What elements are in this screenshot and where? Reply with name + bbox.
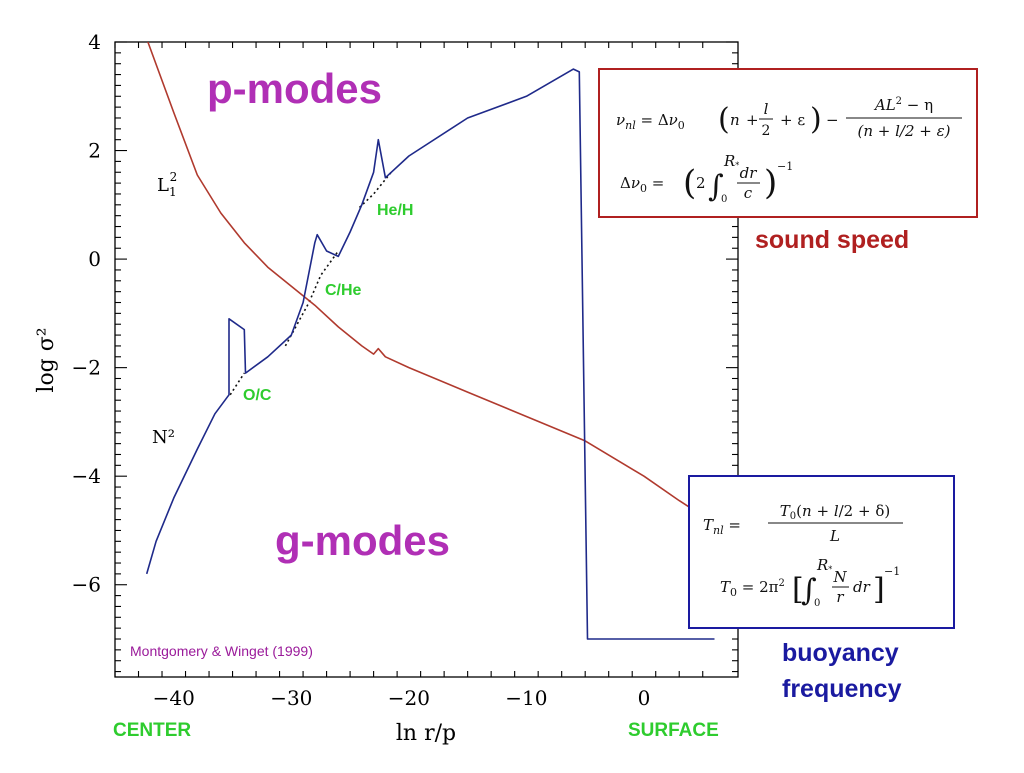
surface-label: SURFACE bbox=[628, 720, 719, 741]
l1-squared-label: L12 bbox=[157, 170, 177, 199]
svg-text:dr: dr bbox=[740, 164, 758, 182]
x-tick-label: −30 bbox=[270, 686, 312, 710]
p-mode-equation-box: νnl = Δν0 ( n + l 2 + ε ) − AL2 − η (n +… bbox=[598, 68, 978, 218]
svg-text:0: 0 bbox=[721, 194, 727, 205]
series-line-1 bbox=[145, 68, 715, 640]
interpolation-line-2 bbox=[358, 171, 392, 209]
svg-text:R*: R* bbox=[816, 556, 832, 574]
x-axis-label: ln r/p bbox=[396, 721, 456, 746]
he-h-label: He/H bbox=[377, 202, 413, 219]
series-line-0 bbox=[147, 42, 710, 521]
c-he-label: C/He bbox=[325, 282, 362, 299]
svg-text:T0 = 2π2: T0 = 2π2 bbox=[720, 578, 785, 599]
g-mode-equation-box: Tnl = T0(n + l/2 + δ) L T0 = 2π2 [ ∫ 0 R… bbox=[688, 475, 955, 629]
interpolation-line-0 bbox=[229, 372, 245, 396]
series-lines bbox=[145, 42, 715, 640]
svg-text:l: l bbox=[764, 100, 769, 118]
svg-text:2: 2 bbox=[762, 123, 771, 139]
svg-text:T0(n + l/2 + δ): T0(n + l/2 + δ) bbox=[780, 502, 890, 522]
buoyancy-label-line1: buoyancy bbox=[782, 639, 899, 667]
svg-text:c: c bbox=[744, 184, 753, 202]
credit-label: Montgomery & Winget (1999) bbox=[130, 643, 313, 659]
svg-text:L: L bbox=[829, 527, 840, 545]
center-label: CENTER bbox=[113, 720, 191, 741]
y-tick-label: 4 bbox=[88, 30, 101, 54]
x-tick-label: −20 bbox=[388, 686, 430, 710]
svg-text:): ) bbox=[764, 163, 777, 203]
y-tick-label: −2 bbox=[72, 356, 101, 380]
svg-text:∫: ∫ bbox=[801, 573, 817, 608]
sound-speed-label: sound speed bbox=[755, 226, 909, 254]
l1-sup: 2 bbox=[170, 170, 178, 184]
l1-sub: 1 bbox=[169, 185, 177, 199]
o-c-label: O/C bbox=[243, 387, 272, 404]
x-tick-label: −10 bbox=[505, 686, 547, 710]
svg-text:R*: R* bbox=[723, 152, 739, 170]
svg-text:(: ( bbox=[718, 102, 730, 137]
svg-text:+ ε: + ε bbox=[780, 111, 805, 129]
svg-text:Tnl =: Tnl = bbox=[703, 516, 741, 537]
y-tick-label: −6 bbox=[72, 573, 101, 597]
l1-base: L bbox=[157, 175, 169, 196]
tick-labels: −40 −30 −20 −10 0 4 2 0 −2 −4 −6 bbox=[72, 30, 651, 710]
svg-text:[: [ bbox=[792, 572, 804, 607]
svg-text:AL2 − η: AL2 − η bbox=[873, 96, 933, 114]
plot-frame bbox=[114, 41, 739, 678]
interpolation-lines bbox=[229, 171, 392, 396]
svg-text:): ) bbox=[810, 102, 822, 137]
svg-text:]: ] bbox=[873, 572, 885, 607]
svg-text:dr: dr bbox=[853, 578, 871, 596]
svg-text:r: r bbox=[836, 588, 844, 606]
y-axis-label: log σ² bbox=[34, 327, 59, 392]
svg-text:−1: −1 bbox=[777, 160, 793, 173]
svg-text:0: 0 bbox=[814, 598, 820, 609]
y-tick-label: 2 bbox=[88, 139, 101, 163]
svg-text:∫: ∫ bbox=[708, 169, 724, 204]
svg-text:+: + bbox=[746, 111, 759, 129]
svg-text:n: n bbox=[730, 111, 740, 129]
x-tick-label: −40 bbox=[153, 686, 195, 710]
n-squared-label: N² bbox=[152, 427, 175, 448]
svg-text:N: N bbox=[832, 568, 847, 586]
svg-text:−1: −1 bbox=[884, 565, 900, 578]
buoyancy-label-line2: frequency bbox=[782, 675, 902, 703]
svg-text:−: − bbox=[826, 111, 839, 129]
p-modes-label: p-modes bbox=[207, 65, 382, 112]
svg-text:(: ( bbox=[683, 163, 696, 203]
g-modes-label: g-modes bbox=[275, 517, 450, 564]
svg-text:Δν0 =: Δν0 = bbox=[620, 174, 664, 195]
svg-text:2: 2 bbox=[696, 174, 706, 192]
y-tick-label: 0 bbox=[88, 247, 101, 271]
y-tick-label: −4 bbox=[72, 464, 101, 488]
x-tick-label: 0 bbox=[638, 686, 651, 710]
svg-text:(n + l/2 + ε): (n + l/2 + ε) bbox=[857, 122, 950, 140]
